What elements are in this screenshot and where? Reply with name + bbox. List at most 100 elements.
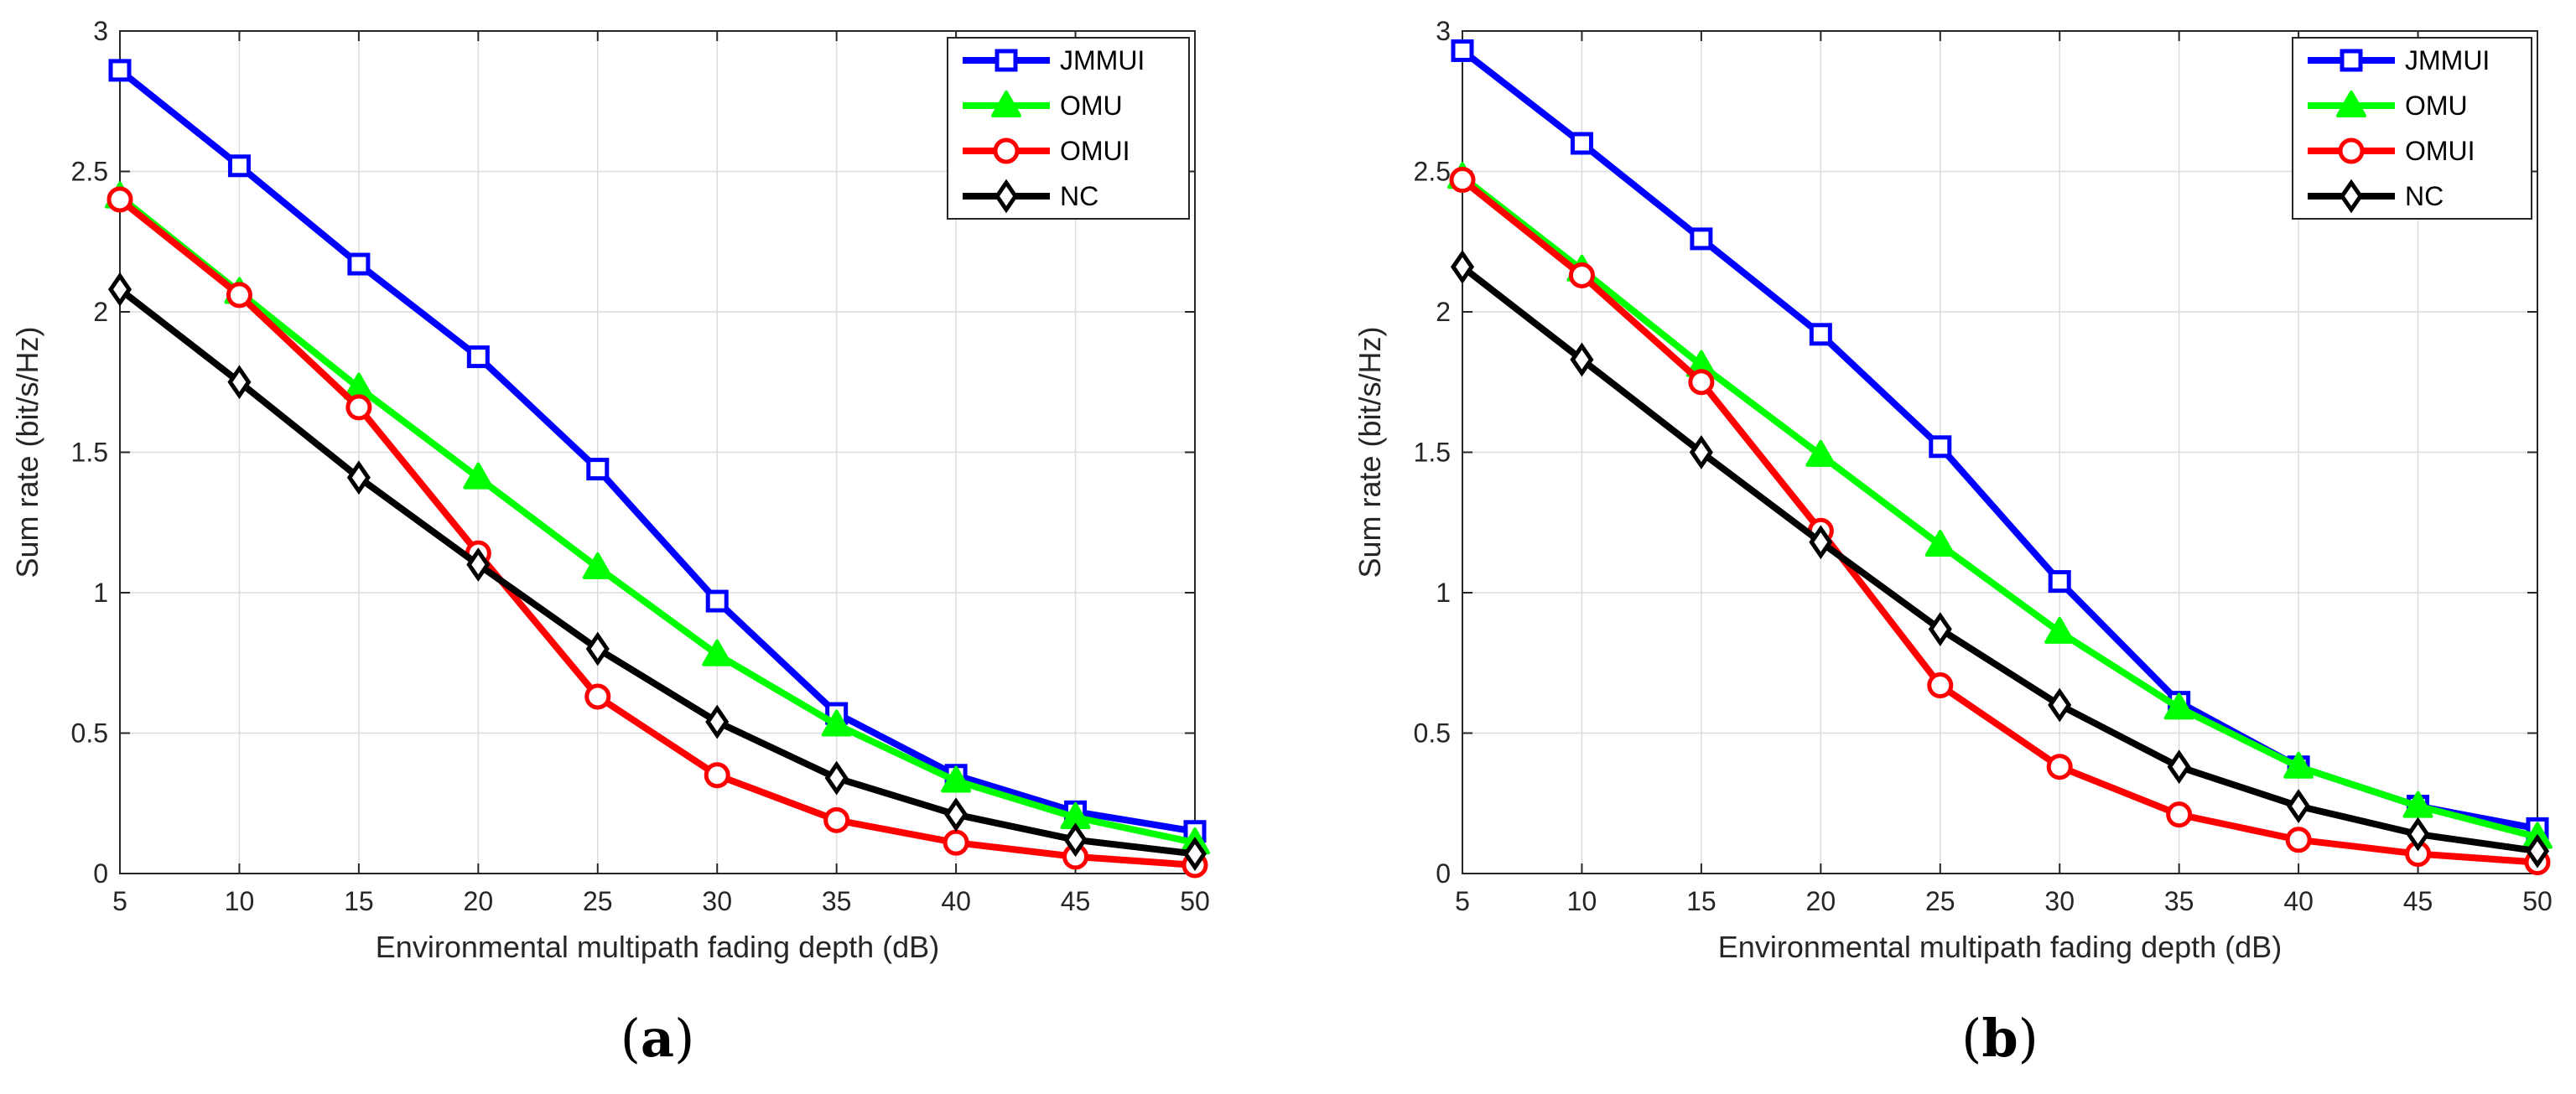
data-point-nc [2406,817,2430,852]
series-line-nc [1459,263,2541,855]
legend-marker-jmmui [995,49,1018,72]
y-tick-label: 1 [93,578,108,608]
y-tick-label: 0.5 [1414,718,1451,749]
series-omui [1449,167,2551,876]
y-axis-label: Sum rate (bit/s/Hz) [1353,326,1387,578]
x-tick-label: 30 [2044,886,2075,916]
x-tick-label: 35 [2164,886,2194,916]
data-point-omui [2285,827,2312,853]
caption-letter: a [641,1008,674,1069]
legend: JMMUI OMU OMUI NC [947,37,1190,220]
y-axis-label: Sum rate (bit/s/Hz) [10,326,44,578]
caption-paren-open: ( [1961,1008,1981,1069]
data-point-jmmui [1451,39,1474,62]
y-tick-label: 2.5 [1414,157,1451,187]
data-point-omui [1568,262,1595,288]
series-line-omui [117,196,1198,868]
y-tick-label: 3 [1436,16,1451,46]
data-point-omui [584,683,611,710]
legend-label-nc: NC [1060,181,1098,211]
data-point-nc [1809,525,1833,560]
x-tick-label: 30 [702,886,732,916]
legend: JMMUI OMU OMUI NC [2292,37,2532,220]
series-nc [107,272,1208,871]
data-point-omu [2402,791,2433,818]
y-tick-label: 1.5 [1414,438,1451,468]
data-point-omui [345,394,372,421]
x-tick-label: 50 [2522,886,2553,916]
y-tick-label: 3 [93,16,108,46]
x-tick-label: 35 [822,886,852,916]
data-point-nc [585,631,610,666]
y-tick-label: 0 [1436,858,1451,889]
x-tick-label: 10 [1567,886,1597,916]
data-point-omui [2046,754,2073,780]
series-line-nc [117,286,1198,858]
data-point-nc [1182,837,1208,871]
x-axis-label: Environmental multipath fading depth (dB… [376,930,939,964]
x-tick-label: 25 [583,886,613,916]
caption-paren-open: ( [621,1008,641,1069]
data-point-omu [941,765,972,793]
data-point-jmmui [586,458,610,481]
legend-label-omui: OMUI [2405,136,2475,166]
data-point-omu [702,639,733,666]
data-point-nc [1689,435,1713,469]
data-point-nc [466,547,491,582]
x-tick-label: 15 [1686,886,1716,916]
x-tick-label: 15 [344,886,374,916]
series-line-omu [1459,174,2541,841]
data-point-omui [2166,801,2193,828]
data-point-omu [821,709,852,737]
data-point-omu [1805,439,1836,467]
caption-paren-close: ) [2018,1008,2038,1069]
legend-label-jmmui: JMMUI [1060,45,1145,75]
data-point-nc [1570,342,1594,377]
data-point-nc [1928,612,1952,646]
x-tick-label: 45 [2403,886,2433,916]
data-point-omu [582,552,613,579]
data-point-omui [1688,369,1715,396]
data-point-jmmui [1809,323,1832,346]
data-point-omui [106,186,133,213]
legend-marker-omui [2338,137,2365,164]
x-tick-label: 5 [112,886,127,916]
x-tick-label: 40 [941,886,971,916]
panel-caption: (b) [1961,1008,2038,1069]
data-point-omui [704,762,730,789]
legend-box [947,37,1190,220]
x-tick-label: 5 [1455,886,1470,916]
data-point-nc [2048,687,2072,723]
x-tick-label: 45 [1061,886,1091,916]
x-tick-label: 25 [1925,886,1955,916]
legend-label-nc: NC [2405,181,2444,211]
data-point-jmmui [227,154,251,178]
data-point-jmmui [347,252,371,276]
series-line-jmmui [117,66,1198,835]
data-point-nc [824,760,849,796]
legend-label-omui: OMUI [1060,136,1130,166]
data-point-nc [705,704,730,739]
legend-marker-omui [993,137,1020,164]
data-point-omu [2283,751,2314,779]
legend-marker-jmmui [2340,49,2363,72]
data-point-omu [2163,692,2194,720]
legend-label-omu: OMU [1060,91,1123,121]
y-tick-label: 1.5 [71,438,108,468]
data-point-omui [823,806,850,833]
data-point-jmmui [1570,132,1593,155]
data-point-jmmui [705,589,729,613]
y-tick-label: 1 [1436,578,1451,608]
legend-marker-nc [2339,179,2364,214]
panel-caption: (a) [621,1008,695,1069]
data-point-jmmui [1690,227,1713,251]
series-line-omui [1459,176,2541,866]
data-point-omui [943,829,969,856]
x-tick-label: 50 [1180,886,1210,916]
x-tick-label: 40 [2283,886,2314,916]
caption-letter: b [1981,1008,2018,1069]
data-point-nc [1450,249,1475,284]
data-point-jmmui [2048,570,2071,594]
legend-label-jmmui: JMMUI [2405,45,2490,75]
